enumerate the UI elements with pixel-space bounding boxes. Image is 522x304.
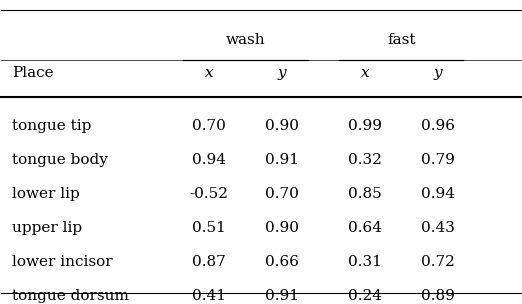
Text: -0.52: -0.52 (189, 187, 229, 201)
Text: 0.94: 0.94 (192, 153, 226, 167)
Text: wash: wash (226, 33, 265, 47)
Text: y: y (433, 67, 442, 81)
Text: 0.91: 0.91 (265, 288, 299, 302)
Text: lower incisor: lower incisor (12, 255, 112, 269)
Text: 0.85: 0.85 (348, 187, 382, 201)
Text: tongue dorsum: tongue dorsum (12, 288, 128, 302)
Text: 0.99: 0.99 (348, 119, 382, 133)
Text: 0.31: 0.31 (348, 255, 382, 269)
Text: tongue body: tongue body (12, 153, 108, 167)
Text: 0.87: 0.87 (192, 255, 226, 269)
Text: 0.32: 0.32 (348, 153, 382, 167)
Text: 0.41: 0.41 (192, 288, 226, 302)
Text: 0.91: 0.91 (265, 153, 299, 167)
Text: 0.89: 0.89 (421, 288, 455, 302)
Text: 0.70: 0.70 (265, 187, 299, 201)
Text: Place: Place (12, 67, 53, 81)
Text: 0.51: 0.51 (192, 221, 226, 235)
Text: 0.96: 0.96 (421, 119, 455, 133)
Text: 0.24: 0.24 (348, 288, 382, 302)
Text: lower lip: lower lip (12, 187, 79, 201)
Text: 0.90: 0.90 (265, 119, 299, 133)
Text: x: x (361, 67, 369, 81)
Text: y: y (278, 67, 286, 81)
Text: 0.90: 0.90 (265, 221, 299, 235)
Text: fast: fast (387, 33, 416, 47)
Text: 0.43: 0.43 (421, 221, 455, 235)
Text: 0.66: 0.66 (265, 255, 299, 269)
Text: 0.72: 0.72 (421, 255, 455, 269)
Text: x: x (205, 67, 213, 81)
Text: 0.79: 0.79 (421, 153, 455, 167)
Text: 0.64: 0.64 (348, 221, 382, 235)
Text: tongue tip: tongue tip (12, 119, 91, 133)
Text: upper lip: upper lip (12, 221, 82, 235)
Text: 0.94: 0.94 (421, 187, 455, 201)
Text: 0.70: 0.70 (192, 119, 226, 133)
